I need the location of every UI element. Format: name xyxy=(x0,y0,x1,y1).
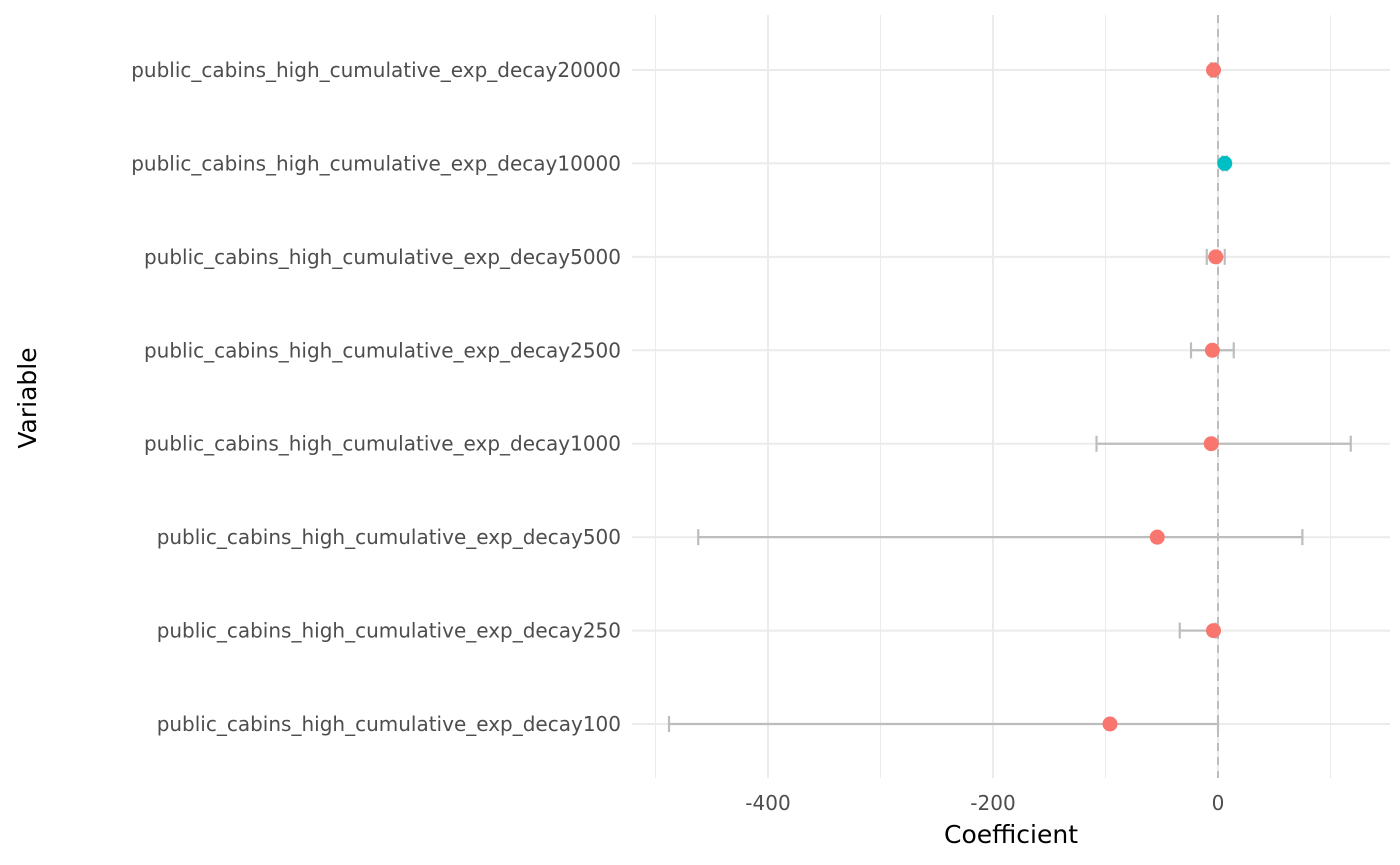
error-bar xyxy=(1095,435,1352,452)
y-axis-title: Variable xyxy=(13,347,42,448)
coefficient-point xyxy=(1204,342,1220,358)
coefficient-point xyxy=(1208,249,1224,265)
coefficient-points xyxy=(1102,62,1233,732)
coefficient-point xyxy=(1206,62,1221,78)
y-tick-label: public_cabins_high_cumulative_exp_decay2… xyxy=(131,58,621,82)
coefficient-point xyxy=(1149,529,1165,545)
x-tick-label: -200 xyxy=(970,791,1015,815)
y-tick-label: public_cabins_high_cumulative_exp_decay1… xyxy=(131,151,621,175)
error-bar xyxy=(697,529,1304,546)
y-tick-label: public_cabins_high_cumulative_exp_decay2… xyxy=(144,338,621,362)
y-tick-label: public_cabins_high_cumulative_exp_decay5… xyxy=(144,245,621,269)
x-tick-label: 0 xyxy=(1212,791,1225,815)
x-axis-tick-labels: -400 -200 0 xyxy=(745,791,1224,815)
coefficient-point xyxy=(1217,155,1233,171)
grid-lines xyxy=(632,15,1390,778)
x-tick-label: -400 xyxy=(745,791,790,815)
error-bar xyxy=(667,716,1220,732)
coefficient-point xyxy=(1102,716,1118,732)
coefficient-point xyxy=(1206,623,1221,639)
y-axis-tick-labels: public_cabins_high_cumulative_exp_decay1… xyxy=(131,58,621,736)
y-tick-label: public_cabins_high_cumulative_exp_decay1… xyxy=(144,432,621,456)
y-tick-label: public_cabins_high_cumulative_exp_decay5… xyxy=(157,525,621,549)
y-tick-label: public_cabins_high_cumulative_exp_decay1… xyxy=(157,712,621,736)
y-tick-label: public_cabins_high_cumulative_exp_decay2… xyxy=(157,619,621,643)
x-axis-title: Coefficient xyxy=(944,820,1078,849)
coefficient-point xyxy=(1203,436,1219,452)
